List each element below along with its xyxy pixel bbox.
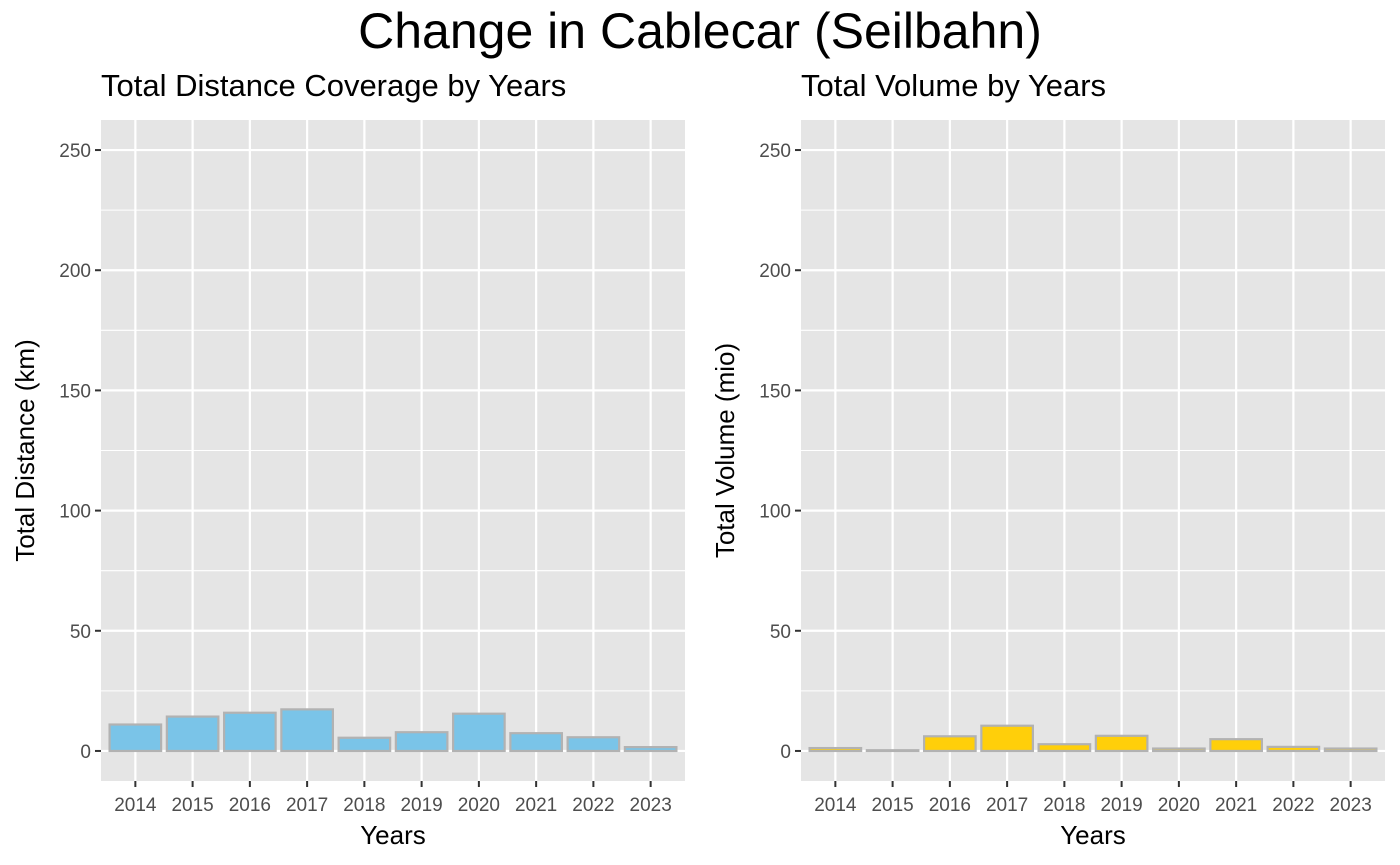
bar-2015 <box>165 715 220 753</box>
bar-2021 <box>1209 738 1264 753</box>
x-tick-label: 2015 <box>871 795 913 816</box>
bar-2015 <box>865 749 920 753</box>
bar-2016 <box>922 735 977 753</box>
x-tick-label: 2023 <box>630 795 672 816</box>
y-tick-label: 200 <box>59 261 91 282</box>
x-tick-label: 2017 <box>986 795 1028 816</box>
y-axis-label: Total Distance (km) <box>10 339 40 562</box>
bar-2018 <box>1037 743 1092 753</box>
bar-2020 <box>452 712 506 753</box>
x-tick-label: 2015 <box>171 795 213 816</box>
bar-2020 <box>1152 747 1206 753</box>
x-tick-label: 2014 <box>114 795 157 816</box>
x-tick-label: 2021 <box>1215 795 1257 816</box>
x-tick-label: 2022 <box>1272 795 1314 816</box>
x-tick-label: 2019 <box>400 795 442 816</box>
bar-2022 <box>1266 745 1321 753</box>
x-tick-label: 2018 <box>343 795 385 816</box>
bar-2016 <box>222 711 277 753</box>
bar-2022 <box>566 736 621 753</box>
x-tick-label: 2016 <box>229 795 271 816</box>
y-tick-label: 50 <box>770 622 791 643</box>
y-tick-label: 150 <box>759 381 791 402</box>
bar-2017 <box>280 708 334 753</box>
y-tick-label: 250 <box>59 141 91 162</box>
y-tick-label: 50 <box>70 622 91 643</box>
x-axis-label: Years <box>360 820 426 850</box>
x-tick-label: 2019 <box>1100 795 1142 816</box>
chart-panel-2: 0 50 100 150 200 250 2014 2015 2016 2017 2018 2019 2… <box>710 68 1385 850</box>
bar-2017 <box>980 724 1034 753</box>
x-tick-label: 2022 <box>572 795 614 816</box>
figure-title: Change in Cablecar (Seilbahn) <box>358 3 1042 59</box>
bar-2014 <box>108 723 163 753</box>
bar-2018 <box>337 736 392 753</box>
bar-2023 <box>623 746 678 753</box>
x-tick-label: 2018 <box>1043 795 1085 816</box>
x-tick-label: 2020 <box>458 795 500 816</box>
chart-panel-1: 0 50 100 150 200 250 2014 2015 2016 2017 2018 2019 2… <box>10 68 685 850</box>
bar-2021 <box>509 732 564 753</box>
y-axis-label: Total Volume (mio) <box>710 343 740 558</box>
y-tick-label: 100 <box>759 502 791 523</box>
chart-title: Total Distance Coverage by Years <box>101 68 566 103</box>
x-axis-label: Years <box>1060 820 1126 850</box>
panels: 0 50 100 150 200 250 2014 2015 2016 2017 2018 2019 2… <box>10 68 1385 850</box>
bar-2014 <box>808 746 863 753</box>
y-tick-label: 250 <box>759 141 791 162</box>
y-tick-label: 100 <box>59 502 91 523</box>
y-tick-label: 0 <box>780 742 791 763</box>
y-tick-label: 150 <box>59 381 91 402</box>
bar-2023 <box>1323 747 1378 753</box>
x-tick-label: 2017 <box>286 795 328 816</box>
chart-title: Total Volume by Years <box>801 68 1106 103</box>
x-tick-label: 2020 <box>1158 795 1200 816</box>
bar-2019 <box>1094 734 1149 753</box>
bar-2019 <box>394 731 449 753</box>
x-tick-label: 2014 <box>814 795 857 816</box>
y-tick-label: 200 <box>759 261 791 282</box>
y-tick-label: 0 <box>80 742 91 763</box>
x-tick-label: 2016 <box>929 795 971 816</box>
x-tick-label: 2021 <box>515 795 557 816</box>
x-tick-label: 2023 <box>1330 795 1372 816</box>
